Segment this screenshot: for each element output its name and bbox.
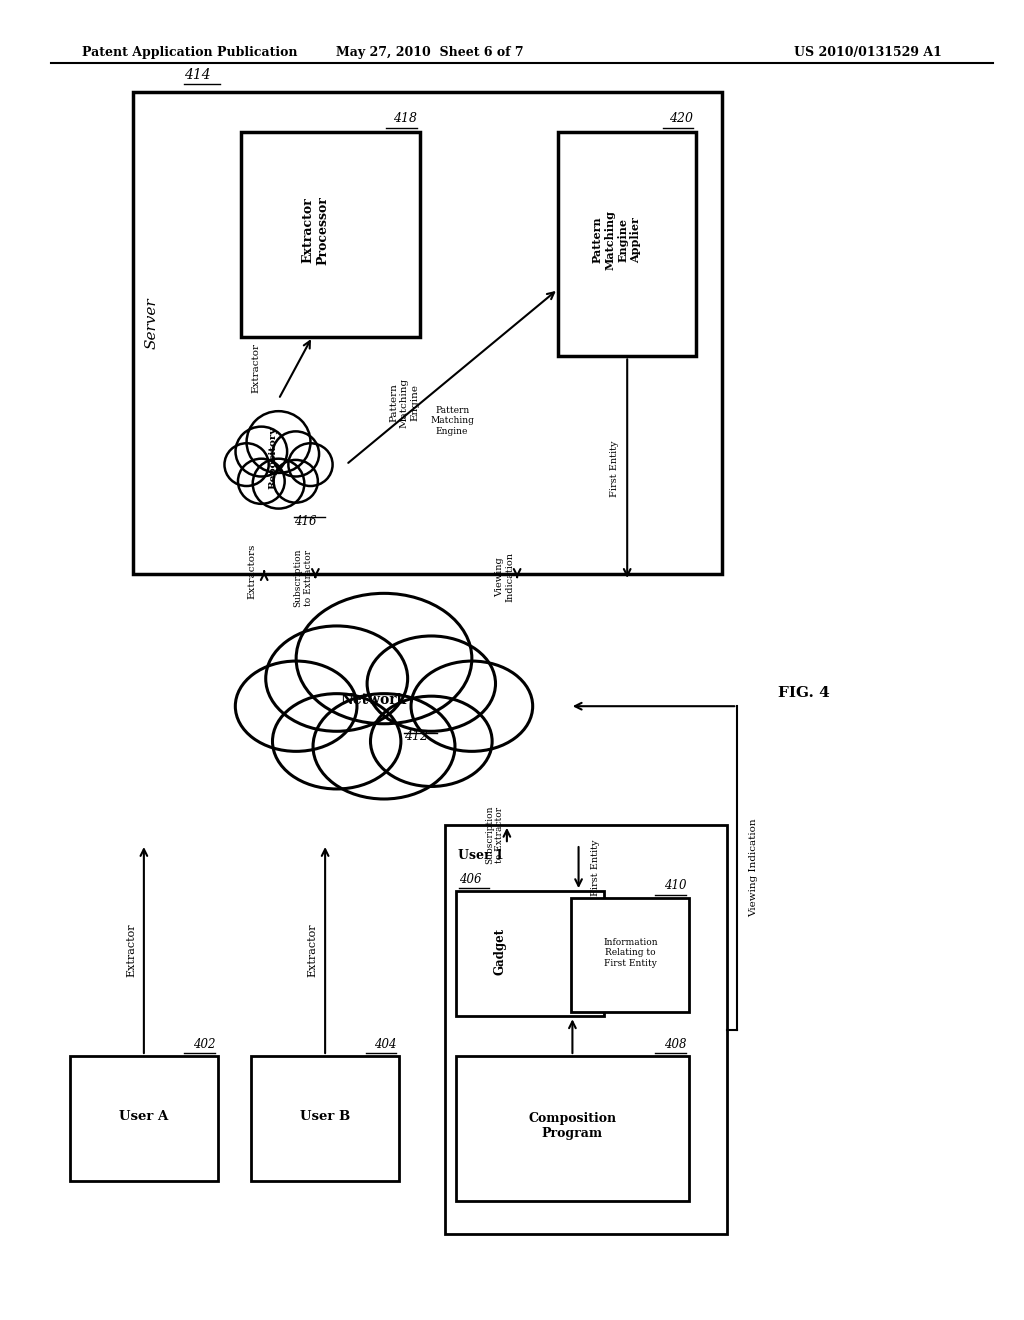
Ellipse shape [238, 459, 285, 504]
Text: Gadget: Gadget [494, 928, 507, 974]
Ellipse shape [289, 444, 333, 486]
Text: 404: 404 [374, 1038, 396, 1051]
Text: Repository: Repository [269, 426, 278, 490]
Text: Extractor
Processor: Extractor Processor [302, 195, 330, 264]
Text: Pattern
Matching
Engine: Pattern Matching Engine [389, 378, 420, 428]
Text: 408: 408 [664, 1038, 686, 1051]
Text: Composition
Program: Composition Program [528, 1111, 616, 1139]
Text: 418: 418 [393, 112, 417, 125]
Text: 410: 410 [664, 879, 686, 892]
Text: Patent Application Publication: Patent Application Publication [82, 46, 297, 59]
Text: 416: 416 [294, 515, 316, 528]
Text: Extractors: Extractors [248, 544, 256, 599]
Ellipse shape [265, 626, 408, 731]
Text: First Entity: First Entity [591, 840, 600, 896]
Text: 402: 402 [193, 1038, 215, 1051]
Text: Subscription
to Extractor: Subscription to Extractor [485, 805, 504, 863]
Text: User A: User A [119, 1110, 169, 1123]
Text: Pattern
Matching
Engine
Applier: Pattern Matching Engine Applier [592, 210, 641, 269]
Text: Subscription
to Extractor: Subscription to Extractor [294, 548, 312, 607]
Ellipse shape [236, 426, 287, 477]
Text: 420: 420 [670, 112, 693, 125]
Text: First Entity: First Entity [610, 441, 620, 496]
Ellipse shape [273, 459, 317, 503]
Ellipse shape [313, 694, 455, 799]
Text: May 27, 2010  Sheet 6 of 7: May 27, 2010 Sheet 6 of 7 [336, 46, 524, 59]
Bar [133, 92, 722, 574]
Bar [456, 1056, 689, 1201]
Text: Viewing
Indication: Viewing Indication [496, 553, 514, 602]
Ellipse shape [371, 696, 493, 787]
Bar [251, 1056, 399, 1181]
Text: User B: User B [300, 1110, 350, 1123]
Text: Extractor: Extractor [127, 923, 136, 977]
Ellipse shape [224, 444, 268, 486]
Text: Extractor: Extractor [252, 343, 260, 393]
Text: Viewing Indication: Viewing Indication [750, 818, 759, 917]
Ellipse shape [272, 694, 400, 789]
Ellipse shape [236, 661, 357, 751]
Ellipse shape [296, 594, 472, 723]
Text: FIG. 4: FIG. 4 [778, 686, 830, 700]
Bar [558, 132, 696, 356]
Text: Server: Server [144, 298, 159, 350]
Text: Extractor: Extractor [308, 923, 317, 977]
Text: User 1: User 1 [458, 849, 504, 862]
Text: US 2010/0131529 A1: US 2010/0131529 A1 [795, 46, 942, 59]
Ellipse shape [247, 411, 310, 473]
Text: Network: Network [341, 693, 407, 706]
Text: Information
Relating to
First Entity: Information Relating to First Entity [603, 937, 657, 968]
Text: Pattern
Matching
Engine: Pattern Matching Engine [430, 405, 474, 436]
Bar [571, 898, 689, 1012]
Bar [241, 132, 420, 337]
Ellipse shape [368, 636, 496, 731]
Bar [456, 891, 604, 1016]
Text: 412: 412 [404, 730, 428, 743]
Ellipse shape [272, 432, 319, 477]
Ellipse shape [253, 458, 304, 508]
Text: 406: 406 [459, 873, 481, 886]
Text: 414: 414 [184, 67, 211, 82]
Ellipse shape [411, 661, 532, 751]
Bar [445, 825, 727, 1234]
Bar [70, 1056, 218, 1181]
